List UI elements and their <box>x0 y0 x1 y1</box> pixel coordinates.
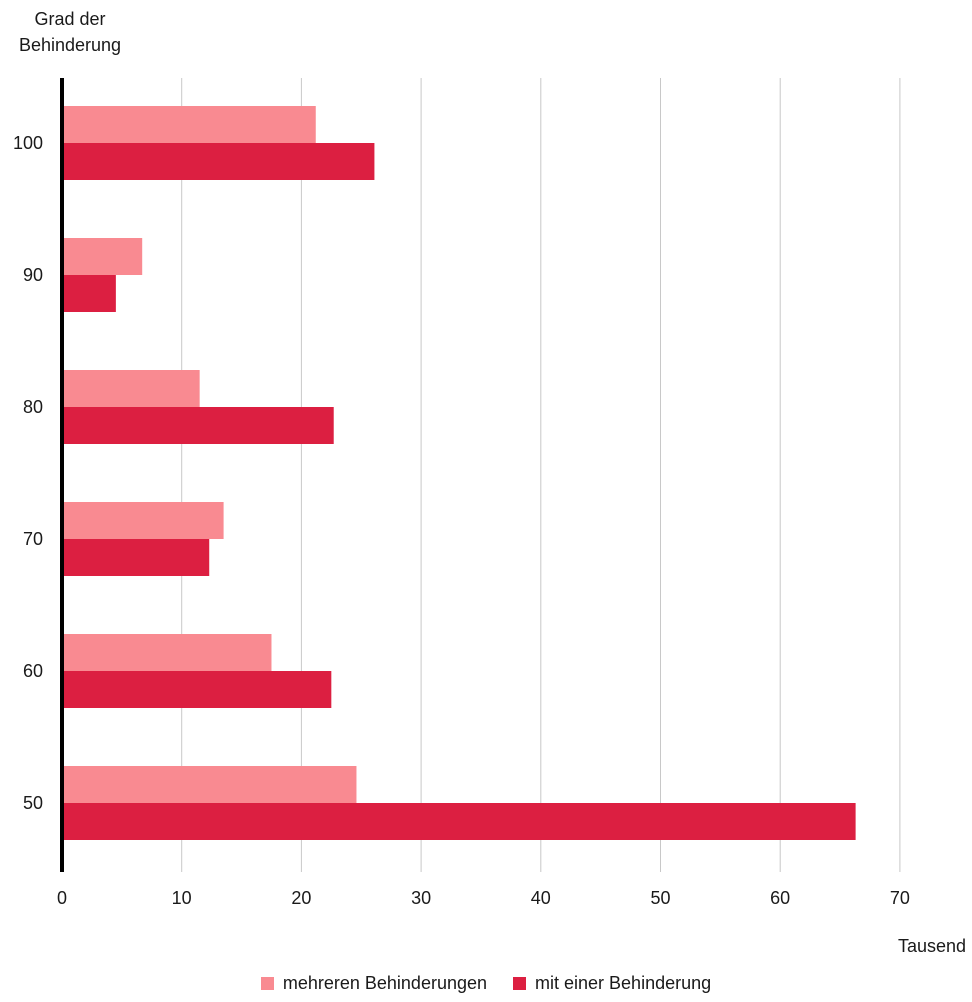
bar-mehreren-80 <box>62 370 200 407</box>
x-axis-unit: Tausend <box>897 936 966 956</box>
bar-einer-90 <box>62 275 116 312</box>
x-tick-label-60: 60 <box>770 888 790 908</box>
legend-label-einer: mit einer Behinderung <box>535 973 712 993</box>
x-tick-labels: 0 10 20 30 40 50 60 70 <box>57 888 910 908</box>
bar-einer-100 <box>62 143 375 180</box>
bar-mehreren-50 <box>62 766 357 803</box>
x-tick-label-20: 20 <box>291 888 311 908</box>
y-tick-labels: 100 90 80 70 60 50 <box>13 133 43 813</box>
x-tick-label-0: 0 <box>57 888 67 908</box>
x-tick-label-50: 50 <box>650 888 670 908</box>
legend-swatch-mehreren <box>260 977 274 990</box>
y-axis-title-line-2: Behinderung <box>18 35 122 55</box>
y-tick-label-90: 90 <box>23 265 43 285</box>
bar-einer-50 <box>62 803 856 840</box>
y-axis-title-line-1: Grad der <box>34 9 106 29</box>
x-tick-label-40: 40 <box>531 888 551 908</box>
legend-item-mehreren: mehreren Behinderungen <box>260 973 488 994</box>
legend-swatch-einer <box>513 977 527 990</box>
bar-einer-60 <box>62 671 332 708</box>
y-tick-label-70: 70 <box>23 529 43 549</box>
y-tick-label-60: 60 <box>23 661 43 681</box>
y-tick-label-100: 100 <box>13 133 43 153</box>
bar-mehreren-60 <box>62 634 272 671</box>
gridlines <box>181 78 901 872</box>
bar-mehreren-100 <box>62 106 316 143</box>
y-tick-label-80: 80 <box>23 397 43 417</box>
legend-label-mehreren: mehreren Behinderungen <box>282 973 488 993</box>
x-tick-label-30: 30 <box>411 888 431 908</box>
x-tick-label-70: 70 <box>890 888 910 908</box>
bar-einer-80 <box>62 407 334 444</box>
legend-item-einer: mit einer Behinderung <box>513 973 711 994</box>
y-axis-title: Grad der Behinderung <box>4 6 136 58</box>
bar-mehreren-70 <box>62 502 224 539</box>
x-tick-label-10: 10 <box>172 888 192 908</box>
bar-chart: 100 90 80 70 60 50 0 10 20 30 40 50 60 70 <box>13 78 910 908</box>
bar-mehreren-90 <box>62 238 143 275</box>
legend: mehreren Behinderungen mit einer Behinde… <box>0 973 972 994</box>
bar-einer-70 <box>62 539 210 576</box>
bars <box>62 106 856 840</box>
y-tick-label-50: 50 <box>23 793 43 813</box>
